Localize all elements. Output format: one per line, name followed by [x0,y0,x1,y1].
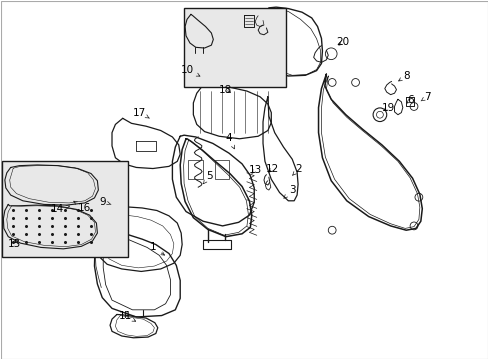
Text: 17: 17 [133,108,149,118]
Bar [2,161,127,257]
Text: 14: 14 [50,204,69,215]
Text: 15: 15 [8,239,21,249]
Text: 10: 10 [180,64,200,76]
Text: 2: 2 [292,163,302,175]
Text: 5: 5 [203,171,212,184]
Text: 3: 3 [284,185,295,198]
Bar [215,160,228,179]
Text: 7: 7 [420,92,429,102]
Text: 18: 18 [218,85,231,95]
Text: 6: 6 [406,95,412,105]
Text: 12: 12 [265,163,279,174]
Text: 4: 4 [225,133,234,149]
Text: 19: 19 [381,103,394,113]
Text: 9: 9 [99,197,111,207]
Text: 8: 8 [398,71,408,81]
Text: 11: 11 [118,311,135,321]
Text: 1: 1 [149,242,164,255]
Bar [183,8,285,87]
Text: 13: 13 [248,165,261,175]
Bar [188,160,203,179]
Text: 20: 20 [336,37,349,47]
Text: 16: 16 [74,201,91,213]
